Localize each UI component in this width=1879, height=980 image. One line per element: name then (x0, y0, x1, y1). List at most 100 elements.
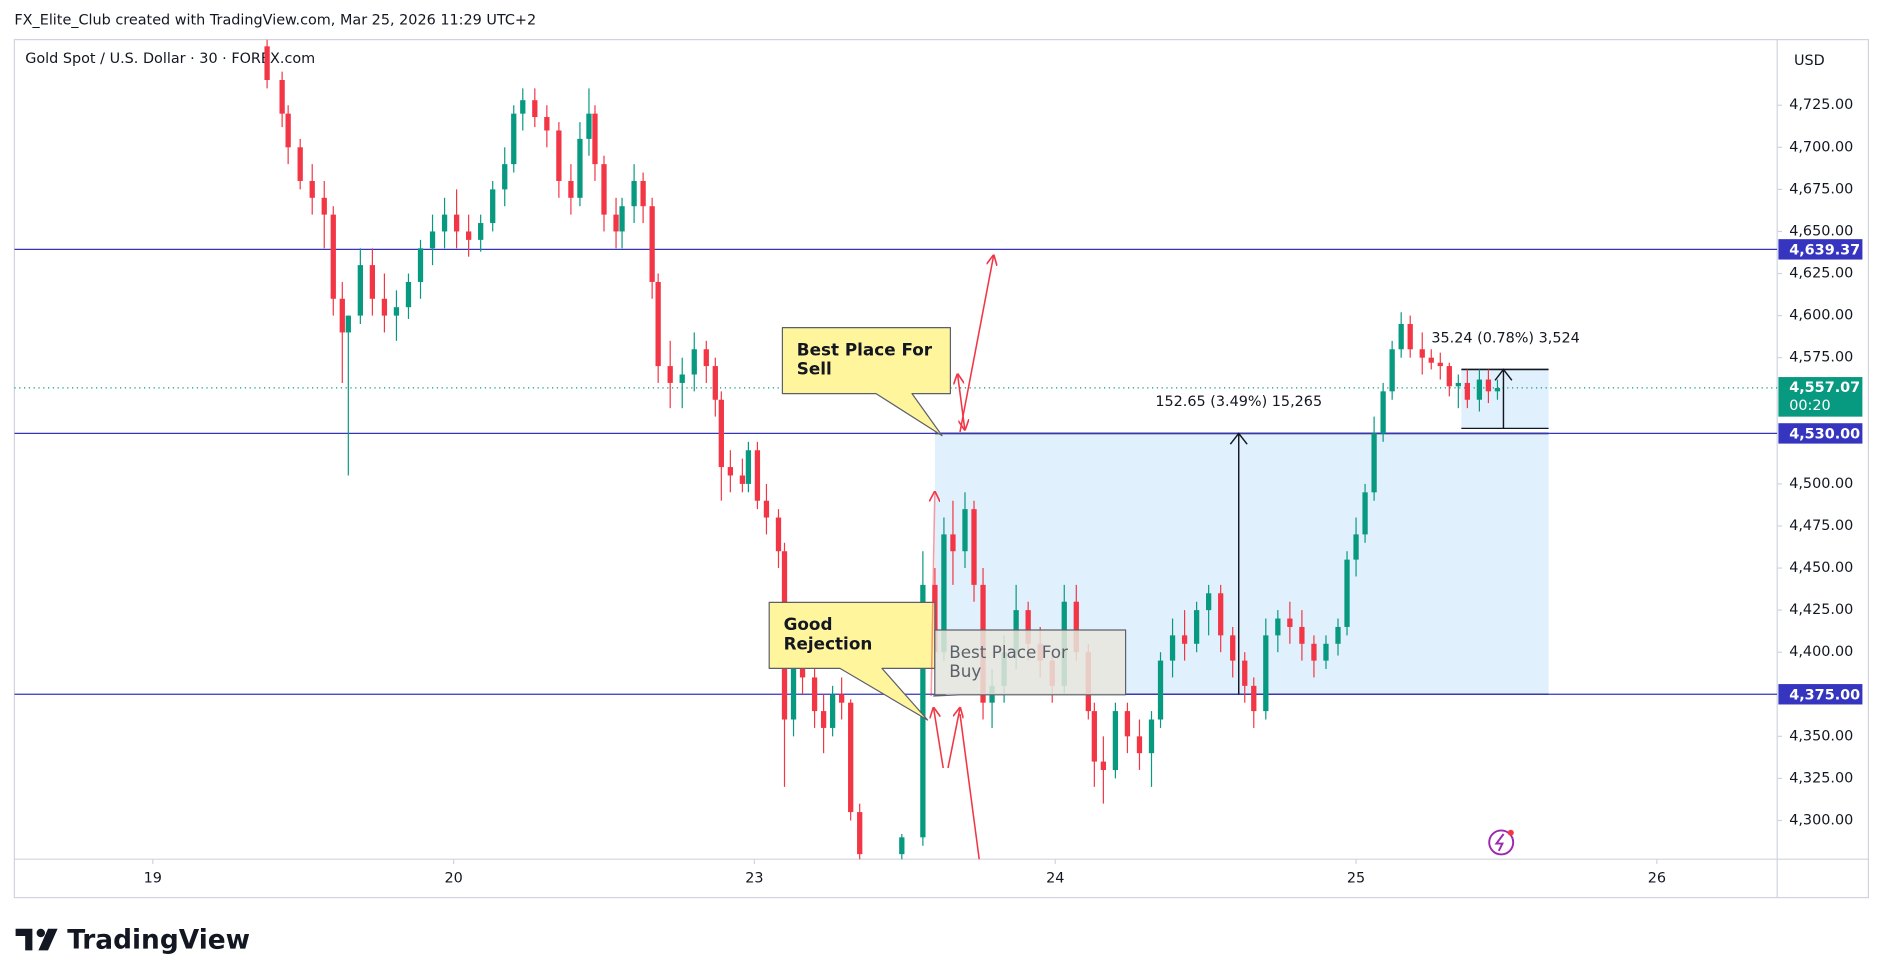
candle-body (369, 265, 376, 299)
candle-body (712, 366, 718, 400)
countdown-label: 00:20 (1789, 398, 1830, 414)
arrow (931, 492, 935, 697)
candle-body (330, 214, 336, 299)
level-label-bg (1778, 684, 1863, 705)
candle-body (745, 450, 752, 484)
candle-body (1169, 635, 1176, 661)
callout-text: Best Place For (949, 642, 1068, 662)
candle-body (790, 652, 797, 720)
candle-body (655, 281, 661, 367)
candle-body (1181, 635, 1188, 644)
candle-body (763, 500, 770, 518)
y-tick-label: 4,725.00 (1789, 97, 1853, 113)
candle-body (1193, 610, 1200, 644)
candle-body (703, 349, 709, 367)
candle-body (381, 298, 388, 316)
candle-body (453, 214, 460, 232)
candle-body (586, 113, 592, 139)
callout-text: Best Place For (797, 339, 933, 359)
currency: USD (1794, 53, 1825, 69)
x-tick-label: 26 (1648, 870, 1666, 886)
candle-body (950, 534, 956, 552)
candle-body (601, 164, 607, 215)
callout-box (933, 629, 1127, 697)
y-tick-label: 4,475.00 (1789, 518, 1853, 534)
candle-body (511, 113, 517, 165)
callout-box (781, 327, 952, 437)
candle-body (1311, 643, 1317, 661)
level-label: 4,375.00 (1789, 687, 1860, 703)
range-label: 35.24 (0.78%) 3,524 (1431, 330, 1580, 346)
x-tick-label: 23 (745, 870, 763, 886)
candle-body (1242, 660, 1248, 686)
range-arrow-head (1494, 368, 1513, 381)
candle-body (465, 231, 472, 240)
candle-body (556, 130, 562, 181)
candle-body (1464, 382, 1470, 400)
range-box (1461, 369, 1549, 429)
red-arrows (931, 256, 993, 860)
candle-body (1371, 433, 1377, 493)
candle-body (718, 399, 724, 468)
candle-body (544, 117, 550, 131)
candle-body (1353, 534, 1359, 560)
candle-body (640, 180, 646, 207)
candle-body (1073, 601, 1079, 653)
callout-text: Good (784, 614, 833, 634)
candle-body (264, 46, 270, 80)
candle-body (727, 467, 733, 476)
candle-body (1446, 366, 1452, 387)
x-tick-label: 20 (444, 870, 462, 886)
y-tick-label: 4,500.00 (1789, 476, 1853, 492)
candle-body (502, 164, 508, 190)
candle-body (1485, 379, 1492, 392)
candle-body (679, 374, 685, 383)
candle-body (321, 197, 327, 215)
arrow (959, 713, 980, 860)
attribution: FX_Elite_Club created with TradingView.c… (14, 12, 536, 28)
callout-text: Sell (797, 359, 832, 379)
candle-body (1398, 324, 1404, 350)
y-tick-label: 4,325.00 (1789, 770, 1853, 786)
candle-body (631, 180, 637, 207)
level-label: 4,639.37 (1789, 243, 1860, 259)
candle-body (857, 812, 863, 855)
candle-body (811, 677, 818, 712)
candle-body (820, 711, 827, 728)
arrow (958, 374, 965, 429)
candle-body (405, 281, 412, 308)
range-label: 152.65 (3.49%) 15,265 (1155, 394, 1322, 410)
candle-body (417, 248, 424, 282)
level-label-bg (1778, 239, 1863, 260)
last-price-label: 4,557.07 (1789, 380, 1860, 396)
candle-body (839, 694, 845, 703)
candle-body (1380, 391, 1386, 434)
candle-body (1494, 387, 1501, 392)
candle-body (532, 100, 538, 118)
candle-body (1335, 626, 1341, 644)
candle-body (1100, 761, 1107, 771)
y-tick-label: 4,350.00 (1789, 728, 1853, 744)
candle-body (649, 206, 655, 282)
candle-body (1362, 492, 1368, 535)
candle-body (941, 534, 947, 653)
candle-body (345, 315, 351, 333)
y-tick-label: 4,425.00 (1789, 602, 1853, 618)
plot-area (14, 39, 1778, 860)
x-tick-label: 24 (1046, 870, 1064, 886)
candle-body (691, 349, 697, 375)
chart-root: FX_Elite_Club created with TradingView.c… (13, 12, 1870, 955)
candle-body (490, 189, 496, 224)
candle-body (1148, 719, 1155, 754)
y-tick-label: 4,450.00 (1789, 560, 1853, 576)
candle-body (478, 223, 484, 240)
icon-dot (1507, 829, 1514, 836)
overlay: 152.65 (3.49%) 15,265 35.24 (0.78%) 3,524… (768, 327, 1580, 721)
candle-body (1112, 711, 1119, 771)
arrow (934, 708, 944, 769)
candle-body (1263, 635, 1269, 712)
candle-body (1407, 324, 1413, 350)
candle-body (1419, 349, 1425, 358)
level-label: 4,530.00 (1789, 427, 1860, 443)
